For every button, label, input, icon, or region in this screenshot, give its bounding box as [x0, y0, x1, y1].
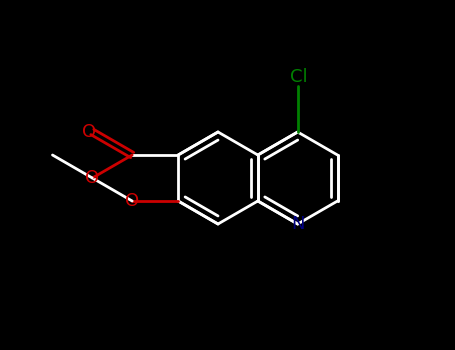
Text: O: O [125, 192, 139, 210]
Text: N: N [291, 215, 304, 233]
Text: O: O [85, 169, 99, 187]
Text: O: O [82, 123, 96, 141]
Text: Cl: Cl [290, 68, 308, 86]
